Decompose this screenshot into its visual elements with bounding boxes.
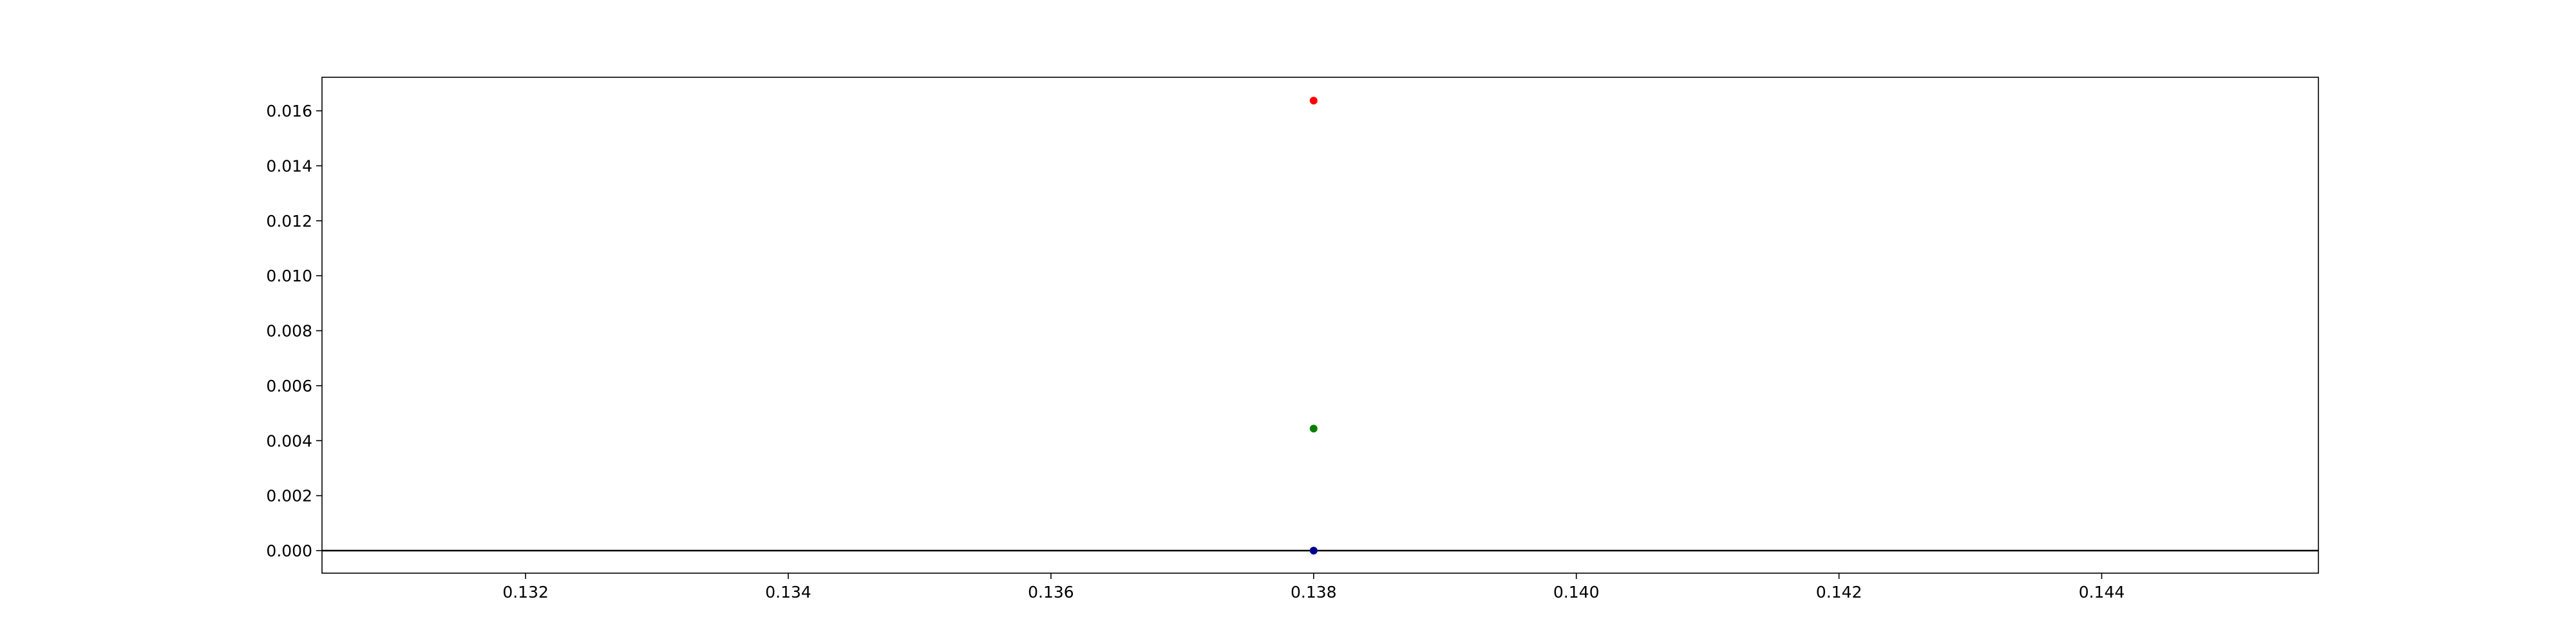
y-tick-label: 0.000 [266,542,312,560]
x-tick-label: 0.142 [1816,583,1862,601]
plot-area [322,77,2318,573]
y-tick-label: 0.012 [266,212,312,231]
x-tick-label: 0.144 [2079,583,2125,601]
y-tick-label: 0.014 [266,156,312,175]
y-tick-label: 0.002 [266,487,312,506]
y-tick-label: 0.004 [266,431,312,450]
data-point [1309,547,1318,554]
x-tick-label: 0.140 [1553,583,1600,601]
x-tick-label: 0.138 [1291,583,1337,601]
data-point [1309,424,1318,433]
y-tick-label: 0.006 [266,377,312,395]
y-tick-label: 0.008 [266,322,312,341]
x-axis: 0.132 0.134 0.136 0.138 0.140 0.142 0.144 [502,573,2125,601]
y-tick-label: 0.010 [266,267,312,285]
x-tick-label: 0.136 [1028,583,1074,601]
y-axis: 0.000 0.002 0.004 0.006 0.008 0.010 0.012 0.014… [266,102,322,560]
y-tick-label: 0.016 [266,102,312,120]
x-tick-label: 0.134 [765,583,811,601]
data-point [1309,97,1318,105]
x-tick-label: 0.132 [502,583,549,601]
plot-frame [321,77,2319,574]
data-points [1309,97,1318,554]
